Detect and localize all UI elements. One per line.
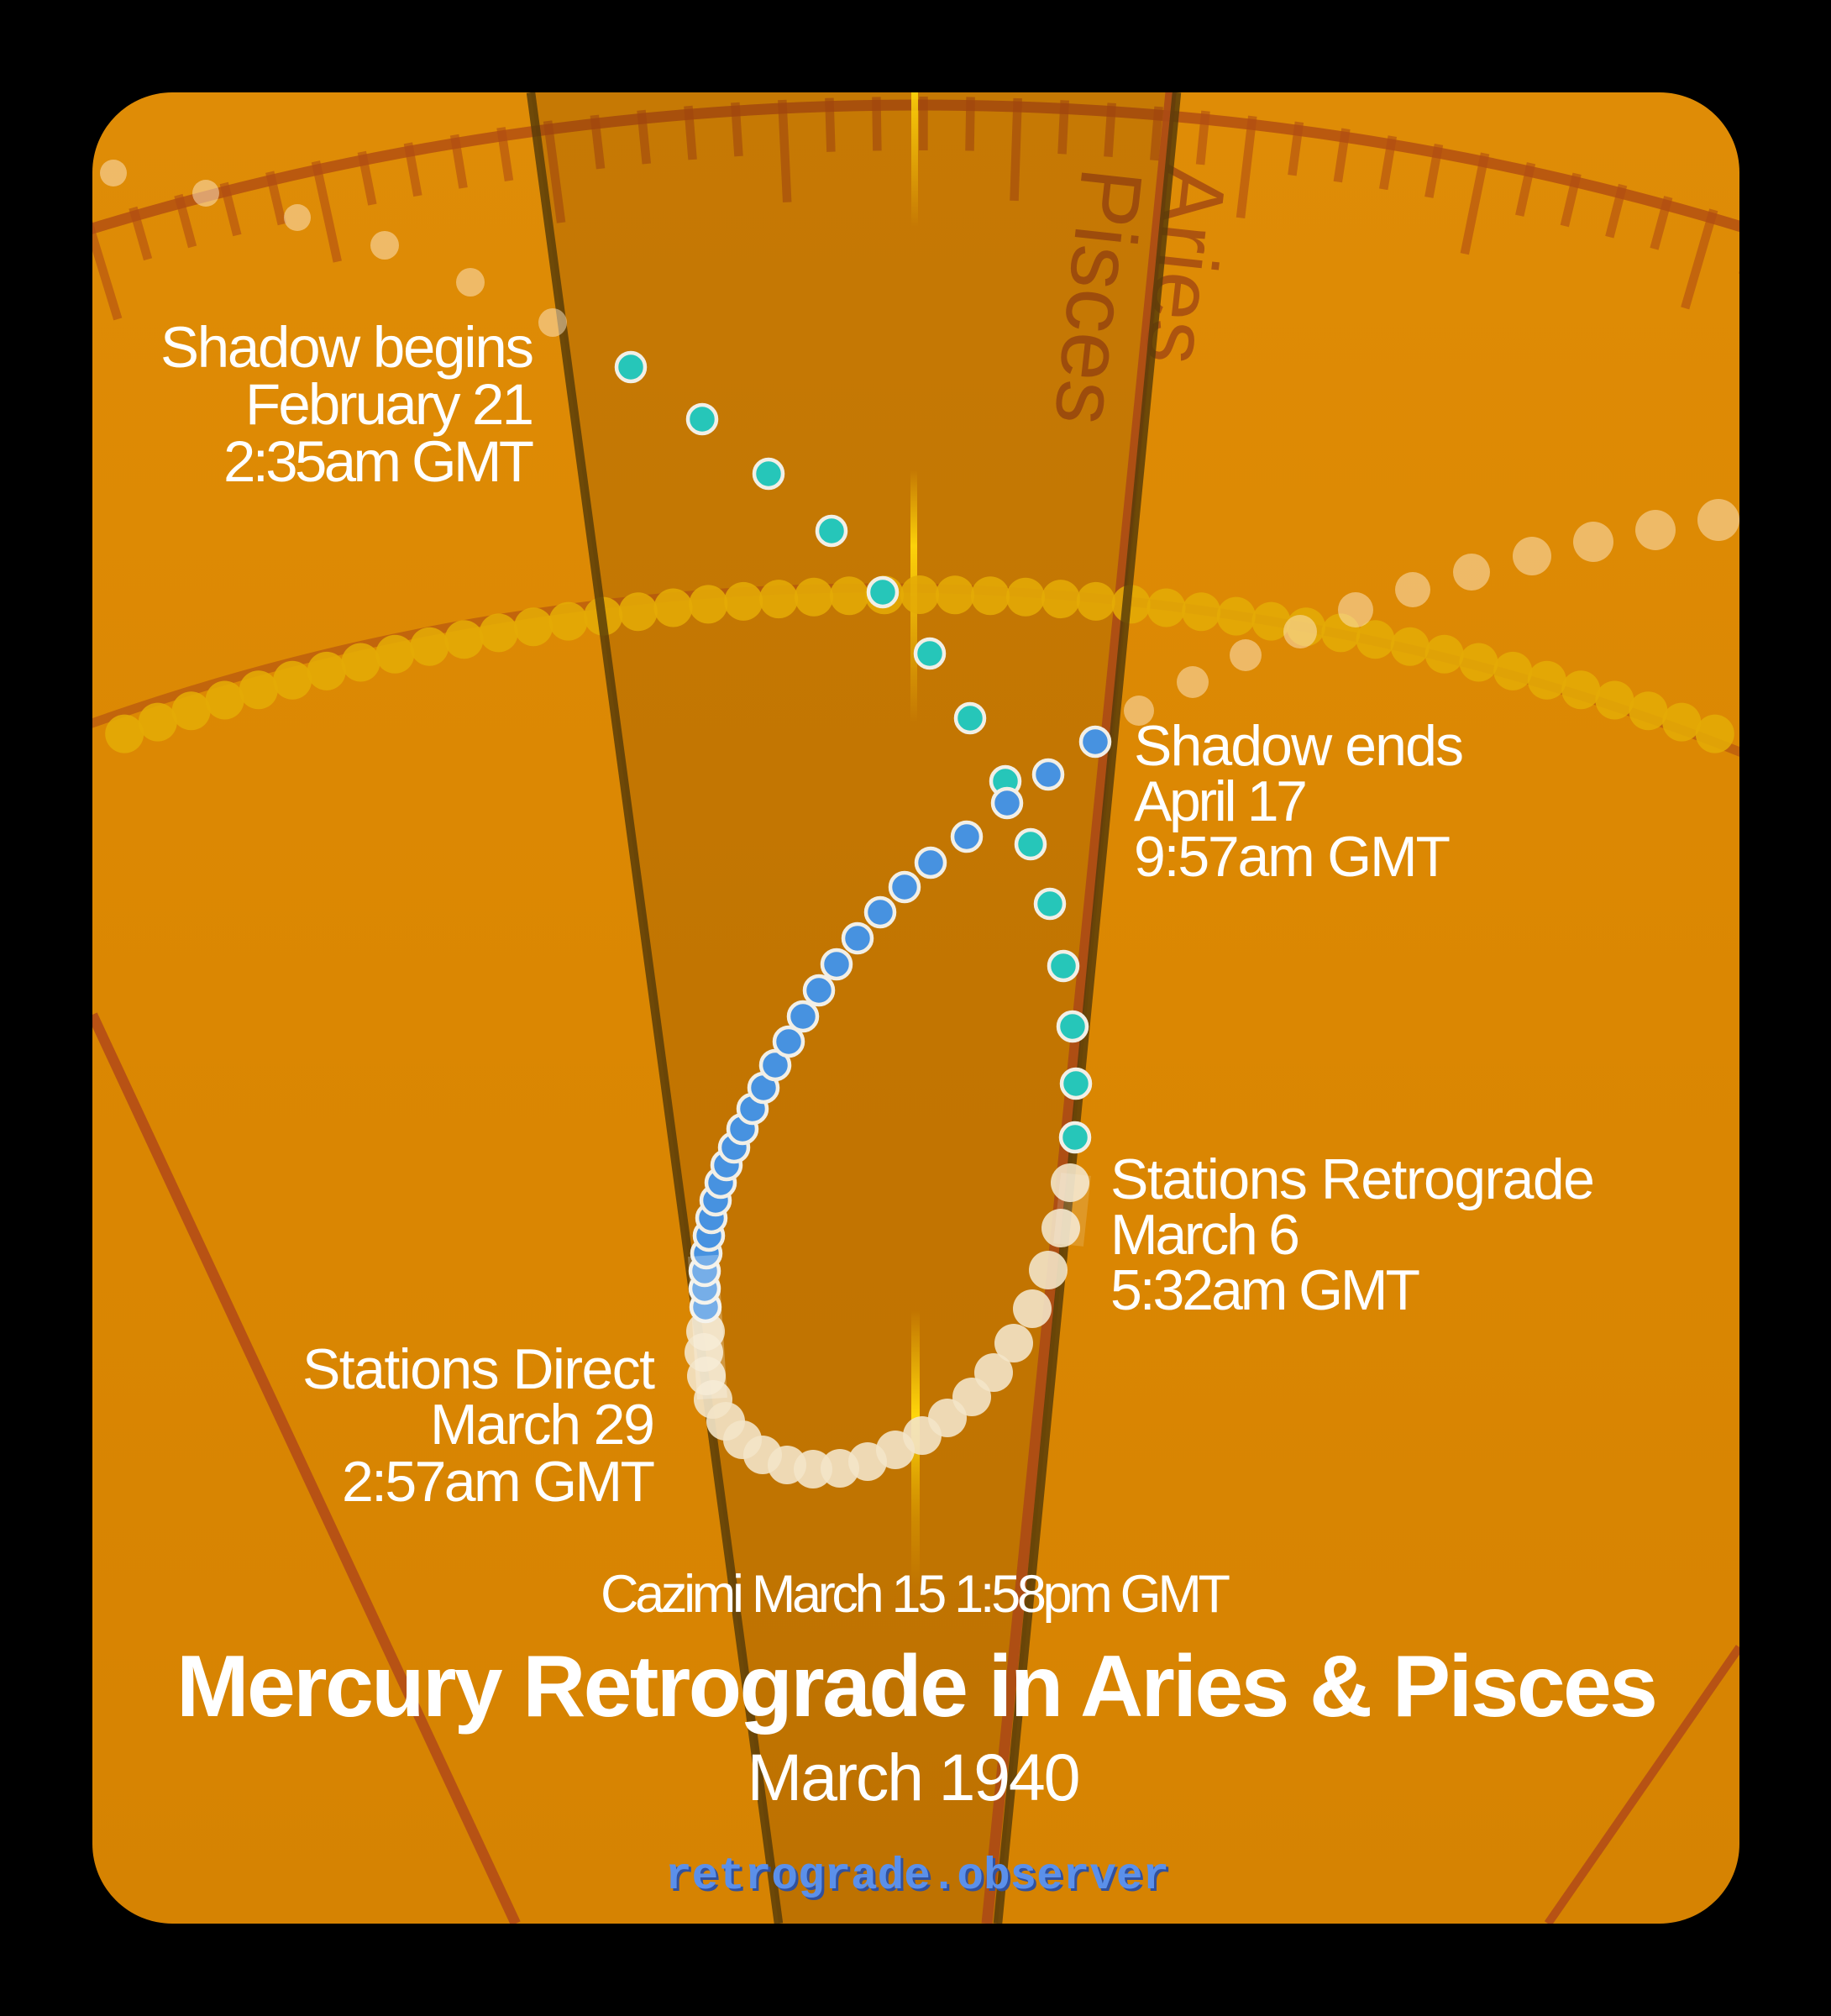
svg-text:Stations Direct: Stations Direct xyxy=(302,1337,655,1401)
svg-text:2:35am GMT: 2:35am GMT xyxy=(223,429,534,494)
svg-text:March 29: March 29 xyxy=(430,1393,655,1457)
svg-text:Mercury Retrograde in Aries &: Mercury Retrograde in Aries & Pisces xyxy=(176,1638,1658,1735)
svg-text:retrograde.observer: retrograde.observer xyxy=(665,1851,1169,1903)
svg-text:March 1940: March 1940 xyxy=(748,1740,1081,1814)
svg-text:February 21: February 21 xyxy=(245,372,534,437)
svg-text:2:57am GMT: 2:57am GMT xyxy=(342,1450,655,1514)
svg-text:retrograde.observer: retrograde.observer xyxy=(668,1854,1172,1905)
svg-text:Shadow ends: Shadow ends xyxy=(1134,714,1464,778)
svg-text:April 17: April 17 xyxy=(1134,769,1308,833)
svg-text:Stations Retrograde: Stations Retrograde xyxy=(1110,1147,1595,1211)
svg-text:9:57am GMT: 9:57am GMT xyxy=(1134,825,1451,889)
svg-text:March 6: March 6 xyxy=(1110,1203,1300,1267)
svg-text:Shadow begins: Shadow begins xyxy=(160,315,534,380)
svg-text:Cazimi March 15 1:58pm GMT: Cazimi March 15 1:58pm GMT xyxy=(601,1565,1230,1624)
svg-text:5:32am GMT: 5:32am GMT xyxy=(1110,1258,1420,1322)
